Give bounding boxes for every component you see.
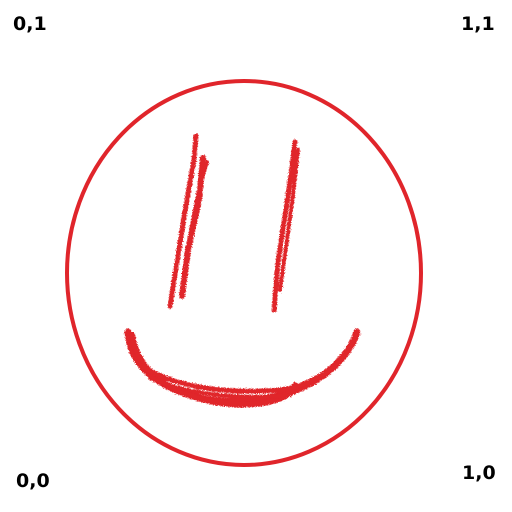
face-outline (65, 79, 423, 467)
mouth (124, 328, 361, 408)
corner-label-top-left: 0,1 (13, 13, 47, 35)
right-eye (271, 139, 300, 313)
left-eye (167, 133, 209, 309)
corner-label-top-right: 1,1 (461, 13, 495, 35)
corner-label-bottom-right: 1,0 (462, 462, 496, 484)
corner-label-bottom-left: 0,0 (16, 470, 50, 492)
